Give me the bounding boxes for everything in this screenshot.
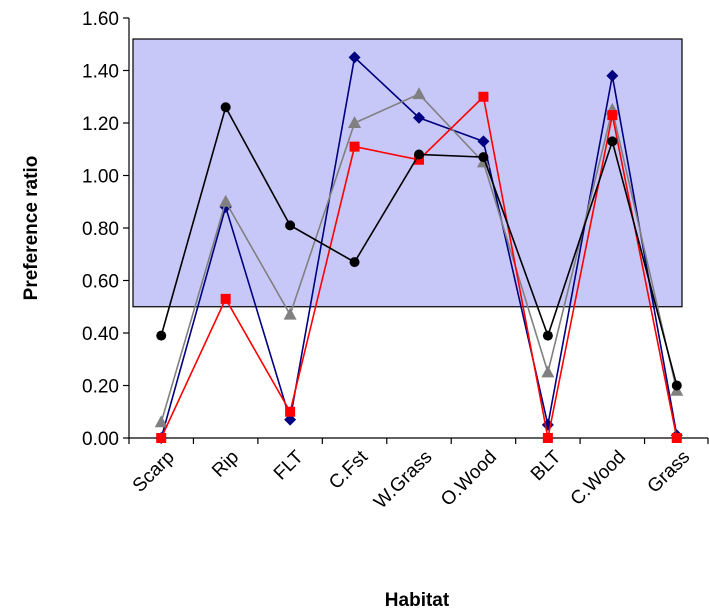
data-point	[478, 152, 489, 163]
y-tick-label: 0.00	[82, 429, 119, 450]
data-point	[477, 135, 490, 148]
data-point	[285, 220, 296, 231]
data-point	[414, 154, 424, 165]
data-point	[478, 91, 489, 102]
x-tick-label: C.Fst	[325, 446, 372, 493]
series-circle	[156, 102, 682, 391]
data-point	[541, 365, 555, 378]
data-point	[349, 141, 360, 152]
x-tick-label: Scarp	[129, 447, 179, 497]
x-tick-label: Grass	[644, 447, 695, 498]
y-tick-label: 1.20	[82, 114, 119, 135]
y-tick-label: 0.80	[82, 219, 119, 240]
y-tick-labels: 0.00 0.20 0.40 0.60 0.80 1.00 1.20 1.40 1.60	[82, 9, 119, 450]
data-point	[154, 415, 168, 428]
data-point	[348, 51, 361, 64]
data-point	[607, 136, 618, 147]
data-point	[156, 330, 167, 341]
x-tick-label: O.Wood	[437, 447, 501, 511]
x-tick-label: C.Wood	[567, 447, 630, 510]
y-tick-label: 1.60	[82, 9, 119, 30]
data-point	[606, 69, 619, 82]
axes	[123, 17, 709, 444]
data-point	[607, 110, 618, 121]
data-point	[671, 380, 682, 391]
y-tick-label: 0.20	[82, 377, 119, 398]
x-tick-label: BLT	[527, 446, 566, 485]
series-square	[156, 91, 682, 443]
x-axis-title: Habitat	[385, 590, 450, 611]
data-point	[413, 111, 425, 124]
data-point	[412, 87, 426, 100]
data-point	[542, 433, 553, 443]
x-tick-label: FLT	[270, 446, 308, 484]
data-point	[283, 307, 297, 320]
data-point	[219, 194, 233, 207]
data-point	[220, 293, 231, 304]
data-point	[542, 330, 553, 341]
data-point	[348, 116, 362, 128]
y-tick-label: 0.40	[82, 324, 119, 345]
y-axis-title: Preference ratio	[21, 156, 42, 301]
series-layer	[154, 51, 684, 444]
x-tick-label: Rip	[208, 447, 243, 482]
data-point	[156, 433, 167, 443]
y-tick-label: 1.00	[82, 167, 119, 188]
x-tick-label: W.Grass	[370, 447, 436, 513]
y-tick-label: 1.40	[82, 62, 119, 83]
data-point	[414, 149, 424, 160]
data-point	[285, 406, 296, 417]
y-tick-label: 0.60	[82, 272, 119, 293]
data-point	[220, 102, 231, 113]
data-point	[349, 257, 360, 268]
data-point	[671, 433, 682, 443]
